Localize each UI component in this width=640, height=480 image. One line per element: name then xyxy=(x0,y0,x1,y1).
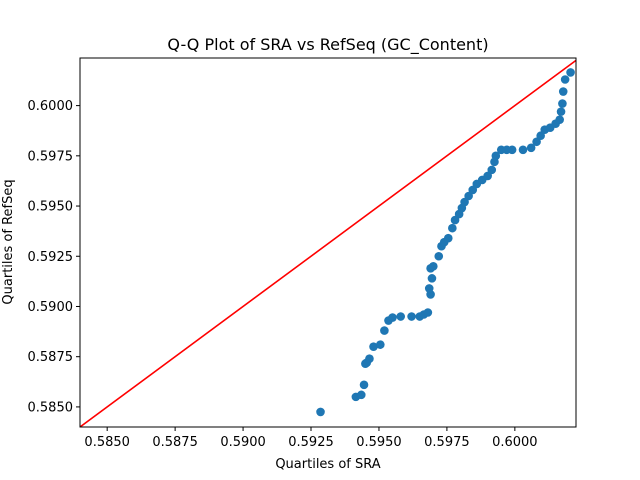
data-point xyxy=(487,165,497,175)
data-point xyxy=(423,308,433,317)
x-tick-label: 0.5900 xyxy=(220,435,266,450)
y-tick-label: 0.5900 xyxy=(28,300,74,315)
x-axis-label: Quartiles of SRA xyxy=(275,457,380,472)
x-tick-label: 0.6000 xyxy=(492,435,538,450)
x-tick-label: 0.5925 xyxy=(288,435,334,450)
data-point xyxy=(443,233,453,243)
x-tick-label: 0.5850 xyxy=(84,435,130,450)
data-point xyxy=(380,326,389,335)
data-point xyxy=(555,115,564,124)
y-tick-label: 0.5925 xyxy=(28,250,74,265)
x-tick-label: 0.5950 xyxy=(356,435,402,450)
y-tick-label: 0.6000 xyxy=(28,99,74,114)
data-point xyxy=(376,340,385,349)
x-tick-label: 0.5975 xyxy=(424,435,470,450)
data-point xyxy=(424,284,434,293)
reference-line xyxy=(80,59,576,427)
data-point xyxy=(560,75,570,84)
data-point xyxy=(429,262,438,271)
data-point xyxy=(369,342,378,351)
y-axis: 0.5850 0.5875 0.5900 0.5925 0.5950 0.5975 0.60… xyxy=(28,99,80,415)
data-point xyxy=(491,151,501,161)
data-point xyxy=(526,143,536,153)
data-point xyxy=(356,390,366,400)
x-axis: 0.5850 0.5875 0.5900 0.5925 0.5950 0.5975 0.60… xyxy=(84,427,538,450)
data-point xyxy=(483,171,492,181)
chart-title: Q-Q Plot of SRA vs RefSeq (GC_Content) xyxy=(167,35,488,55)
data-point xyxy=(566,68,575,77)
data-point xyxy=(558,99,567,108)
data-point xyxy=(427,274,437,283)
y-tick-label: 0.5850 xyxy=(28,400,74,415)
data-point xyxy=(388,313,397,322)
data-point xyxy=(365,354,374,364)
data-point xyxy=(448,223,457,233)
data-point xyxy=(556,107,566,116)
y-tick-label: 0.5975 xyxy=(28,149,74,164)
data-point xyxy=(396,312,406,321)
data-point xyxy=(558,87,568,96)
plot-content xyxy=(80,59,576,427)
plot-frame xyxy=(79,57,577,428)
x-tick-label: 0.5875 xyxy=(152,435,198,450)
data-point xyxy=(507,145,517,155)
data-point xyxy=(434,251,444,261)
data-point xyxy=(464,191,473,201)
data-point xyxy=(316,407,325,417)
data-point xyxy=(532,137,541,147)
data-point xyxy=(536,131,545,141)
data-point xyxy=(359,380,369,390)
data-point xyxy=(460,197,469,207)
y-tick-label: 0.5950 xyxy=(28,200,74,215)
data-point xyxy=(468,185,478,195)
y-tick-label: 0.5875 xyxy=(28,350,74,365)
data-point xyxy=(518,145,528,155)
data-point xyxy=(407,312,416,321)
data-point xyxy=(450,215,460,225)
y-axis-label: Quartiles of RefSeq xyxy=(1,179,16,304)
